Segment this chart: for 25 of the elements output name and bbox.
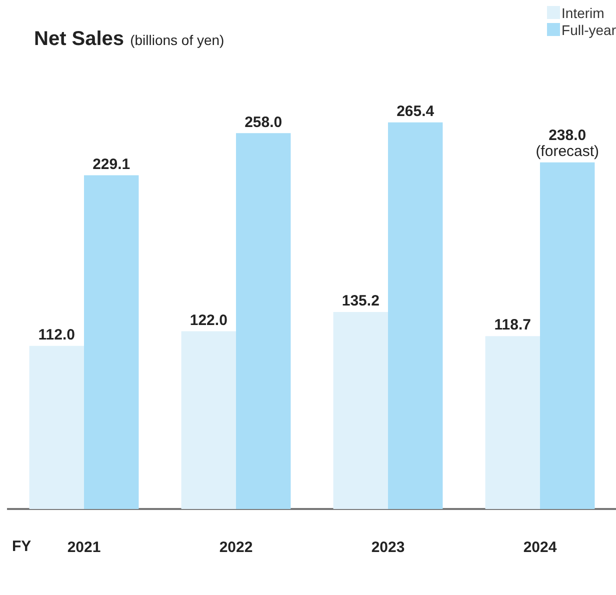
bar bbox=[485, 336, 540, 509]
bar bbox=[29, 346, 84, 509]
data-label: 122.0 bbox=[190, 312, 228, 329]
bar bbox=[84, 175, 139, 509]
x-tick-label: 2022 bbox=[219, 539, 253, 556]
data-label: 118.7 bbox=[494, 316, 531, 334]
x-tick-label: 2023 bbox=[371, 539, 405, 556]
data-label: 135.2 bbox=[342, 292, 380, 310]
bar bbox=[540, 162, 595, 509]
legend-label: Full-year bbox=[560, 21, 616, 38]
bar bbox=[236, 133, 291, 509]
chart-subtitle: (billions of yen) bbox=[130, 32, 224, 48]
data-label: 112.0 bbox=[38, 326, 75, 344]
x-tick-label: 2021 bbox=[67, 539, 101, 556]
x-axis-title: FY bbox=[12, 538, 32, 556]
bar bbox=[388, 122, 443, 509]
data-label: 265.4 bbox=[396, 103, 435, 120]
chart-title: Net Sales bbox=[34, 28, 124, 50]
x-tick-label: 2024 bbox=[523, 539, 558, 556]
legend-label: Interim bbox=[560, 4, 606, 21]
data-label: 238.0 (forecast) bbox=[536, 126, 600, 160]
bar bbox=[333, 312, 388, 509]
bar bbox=[181, 331, 236, 509]
data-label: 229.1 bbox=[92, 156, 130, 173]
data-label: 258.0 bbox=[244, 114, 282, 131]
